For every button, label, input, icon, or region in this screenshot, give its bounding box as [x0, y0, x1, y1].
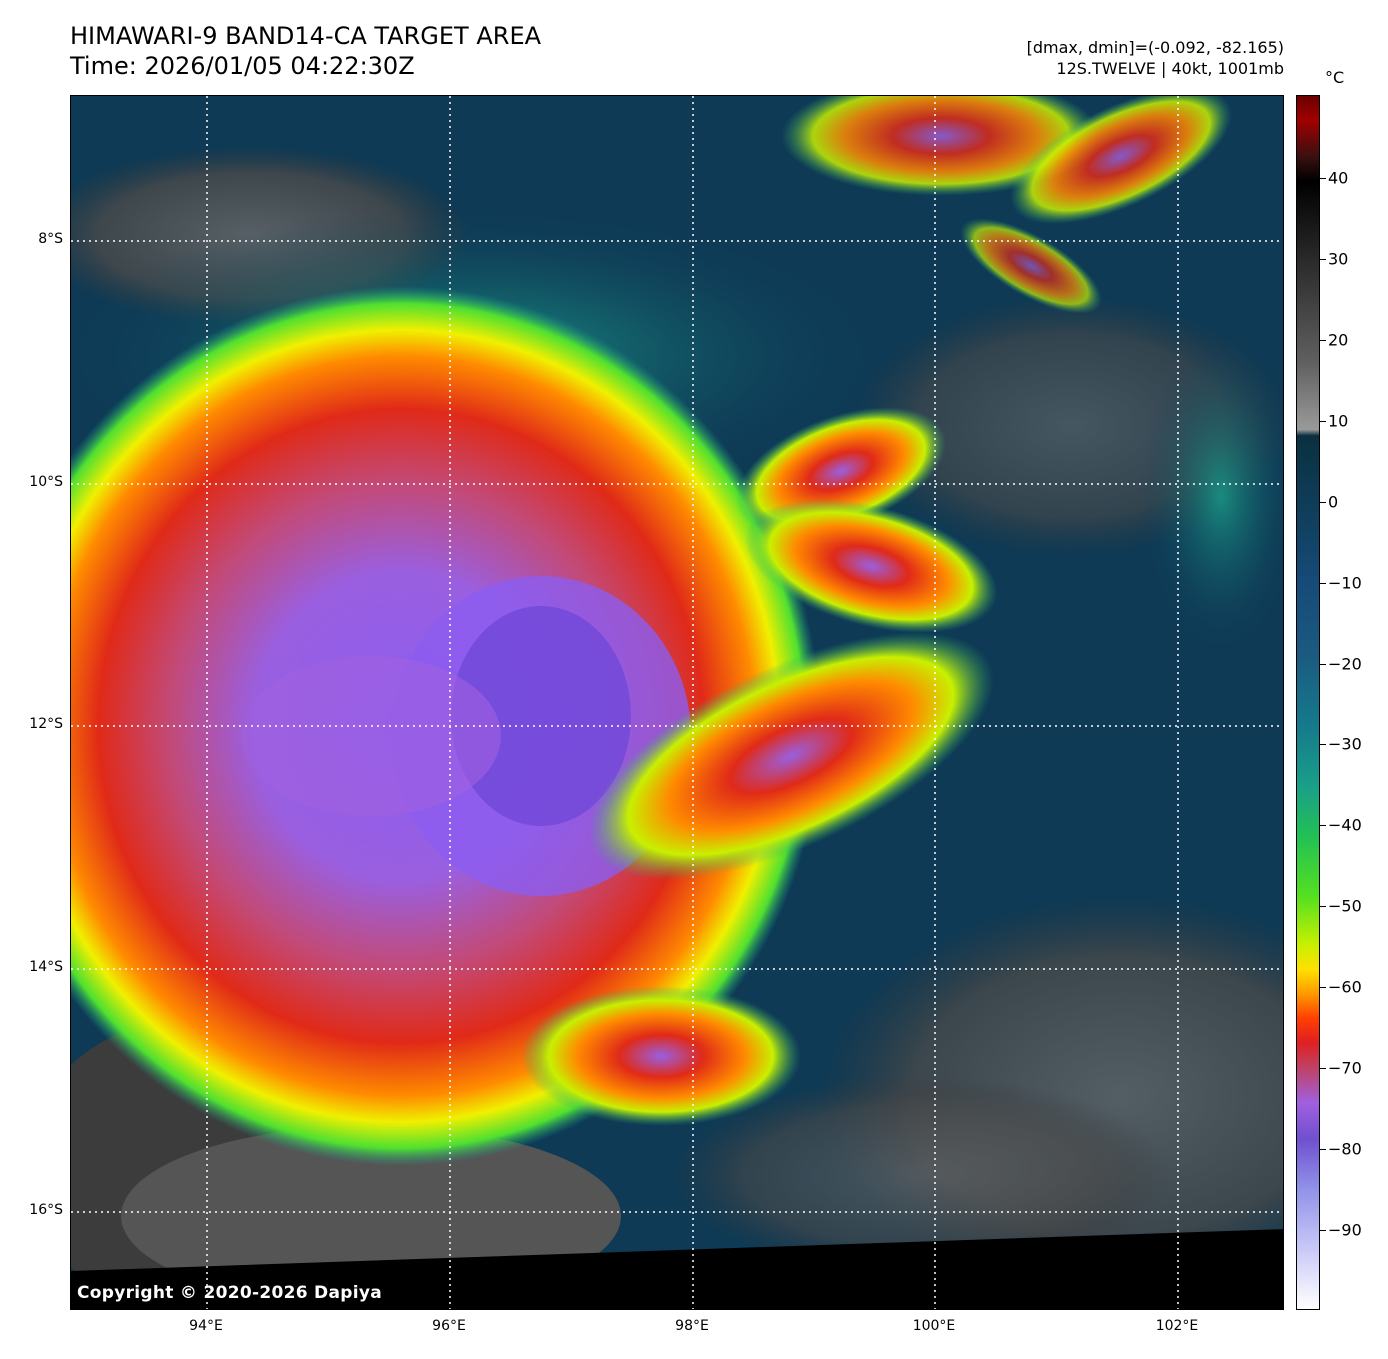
- colorbar-tick: [1320, 663, 1326, 665]
- colorbar-tick: [1320, 744, 1326, 746]
- colorbar-tick: [1320, 501, 1326, 503]
- colorbar-tick-label: −80: [1328, 1139, 1362, 1159]
- colorbar-tick: [1320, 420, 1326, 422]
- data-range-text: [dmax, dmin]=(-0.092, -82.165): [1026, 38, 1284, 57]
- lat-label: 12°S: [29, 716, 63, 732]
- colorbar-tick-label: 20: [1328, 330, 1349, 350]
- colorbar-tick-label: 30: [1328, 249, 1349, 269]
- lat-label: 14°S: [29, 959, 63, 975]
- colorbar-tick: [1320, 906, 1326, 908]
- copyright-text: Copyright © 2020-2026 Dapiya: [77, 1283, 382, 1303]
- colorbar-tick-label: −70: [1328, 1058, 1362, 1078]
- colorbar-tick-label: −30: [1328, 734, 1362, 754]
- storm-info-text: 12S.TWELVE | 40kt, 1001mb: [1056, 59, 1284, 78]
- lon-label: 96°E: [432, 1318, 466, 1334]
- colorbar-tick: [1320, 1230, 1326, 1231]
- colorbar-tick-label: 0: [1328, 492, 1339, 512]
- colorbar-tick: [1320, 258, 1326, 260]
- lat-label: 8°S: [38, 231, 63, 247]
- colorbar-tick: [1320, 178, 1326, 179]
- colorbar: [1296, 95, 1320, 1310]
- colorbar-tick-label: −40: [1328, 815, 1362, 835]
- colorbar-unit: °C: [1325, 68, 1345, 87]
- lat-label: 16°S: [29, 1202, 63, 1218]
- colorbar-tick-label: 40: [1328, 168, 1349, 188]
- colorbar-tick-label: 10: [1328, 411, 1349, 431]
- lon-label: 94°E: [189, 1318, 223, 1334]
- map-time: Time: 2026/01/05 04:22:30Z: [70, 52, 415, 80]
- lon-label: 102°E: [1155, 1318, 1199, 1334]
- lon-label: 100°E: [912, 1318, 956, 1334]
- colorbar-tick-label: −50: [1328, 896, 1362, 916]
- colorbar-tick: [1320, 582, 1326, 584]
- colorbar-tick-label: −90: [1328, 1220, 1362, 1240]
- colorbar-tick-label: −10: [1328, 573, 1362, 593]
- lon-label: 98°E: [675, 1318, 709, 1334]
- map-title: HIMAWARI-9 BAND14-CA TARGET AREA: [70, 22, 542, 50]
- lat-lon-grid: [71, 96, 1283, 1309]
- ir-imagery: [71, 96, 1283, 1309]
- lat-label: 10°S: [29, 474, 63, 490]
- colorbar-tick: [1320, 987, 1326, 989]
- colorbar-tick-label: −60: [1328, 977, 1362, 997]
- colorbar-tick-label: −20: [1328, 654, 1362, 674]
- colorbar-tick: [1320, 1068, 1326, 1070]
- satellite-image: Copyright © 2020-2026 Dapiya: [70, 95, 1284, 1310]
- colorbar-tick: [1320, 339, 1326, 341]
- colorbar-tick: [1320, 825, 1326, 827]
- colorbar-tick: [1320, 1149, 1326, 1151]
